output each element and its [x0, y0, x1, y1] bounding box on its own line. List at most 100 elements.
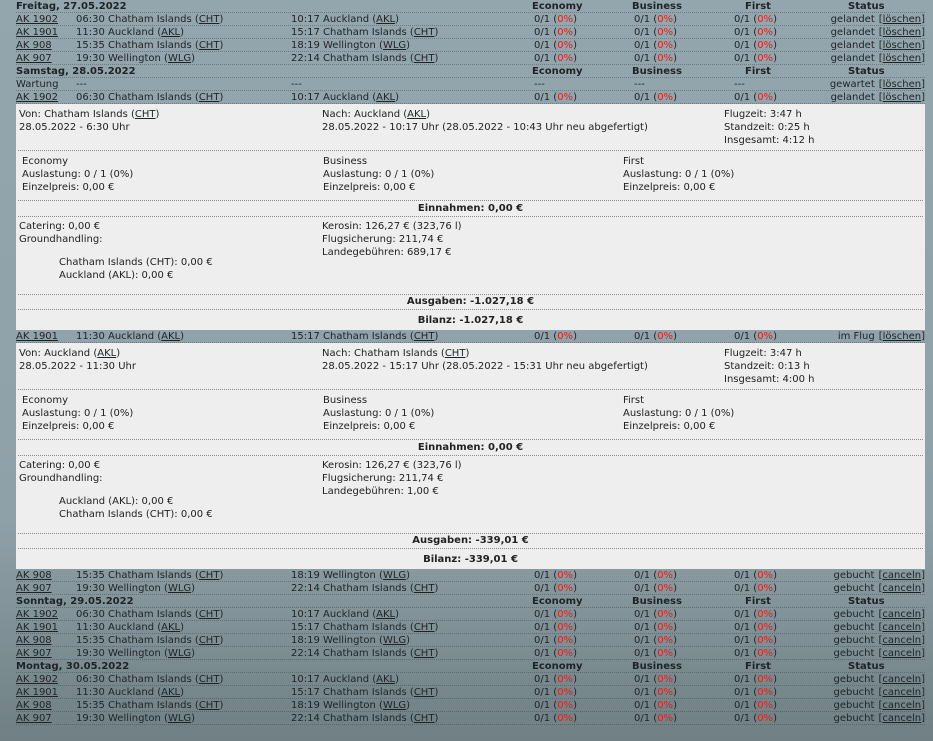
flight-number[interactable]: AK 908: [16, 700, 52, 711]
economy-pct: 0%: [557, 609, 574, 620]
status-action[interactable]: löschen: [882, 92, 922, 103]
business-pct-wrap: 0%: [650, 570, 677, 581]
status-action[interactable]: löschen: [882, 331, 922, 342]
arrival-code: AKL: [372, 609, 399, 620]
from-code[interactable]: AKL: [97, 348, 117, 359]
departure-code-link[interactable]: AKL: [161, 622, 181, 633]
action-wrap: canceln: [878, 583, 925, 594]
economy-count: 0/1: [534, 92, 551, 103]
arrival-code-link[interactable]: CHT: [413, 331, 435, 342]
departure-code-link[interactable]: AKL: [161, 27, 181, 38]
first-seats: 0/1 0%: [734, 686, 777, 699]
flight-number[interactable]: AK 1901: [16, 622, 59, 633]
first-pct-wrap: 0%: [750, 570, 777, 581]
status-text: gebucht: [833, 583, 875, 594]
flight-number[interactable]: AK 1902: [16, 609, 59, 620]
flight-row: AK 1901 11:30 Auckland AKL 15:17 Chatham I…: [0, 26, 933, 39]
flight-number[interactable]: AK 1902: [16, 14, 59, 25]
status-action[interactable]: löschen: [882, 53, 922, 64]
flight-row: AK 907 19:30 Wellington WLG 22:14 Chatham …: [0, 647, 933, 660]
status-action[interactable]: löschen: [882, 40, 922, 51]
status-action[interactable]: canceln: [882, 583, 922, 594]
flight-number[interactable]: AK 907: [16, 648, 52, 659]
arrival-code-link[interactable]: AKL: [376, 14, 396, 25]
action-wrap: canceln: [878, 622, 925, 633]
departure-code-link[interactable]: WLG: [167, 713, 192, 724]
economy-count: ---: [534, 79, 545, 90]
status-action[interactable]: canceln: [882, 713, 922, 724]
arrival-code-link[interactable]: AKL: [376, 92, 396, 103]
departure-code-link[interactable]: CHT: [198, 609, 220, 620]
status-action[interactable]: löschen: [882, 79, 922, 90]
to-code[interactable]: CHT: [444, 348, 466, 359]
departure-code-link[interactable]: AKL: [161, 331, 181, 342]
arrival-code-link[interactable]: CHT: [413, 687, 435, 698]
arrival-code-link[interactable]: CHT: [413, 583, 435, 594]
arrival-code: AKL: [372, 674, 399, 685]
arrival-code-link[interactable]: WLG: [382, 40, 407, 51]
status-action[interactable]: canceln: [882, 687, 922, 698]
economy-seats: 0/1 0%: [534, 330, 577, 343]
departure-code: CHT: [195, 609, 223, 620]
arrival-code-link[interactable]: CHT: [413, 713, 435, 724]
departure-code-link[interactable]: WLG: [167, 53, 192, 64]
departure-code-link[interactable]: AKL: [161, 687, 181, 698]
arrival-code-link[interactable]: WLG: [382, 700, 407, 711]
arrival-text: 18:19 Wellington: [291, 700, 376, 711]
departure-code-link[interactable]: CHT: [198, 40, 220, 51]
economy-pct-wrap: 0%: [550, 687, 577, 698]
business-pct: 0%: [657, 700, 674, 711]
departure-code-link[interactable]: WLG: [167, 648, 192, 659]
status-action[interactable]: canceln: [882, 609, 922, 620]
flight-number[interactable]: AK 907: [16, 583, 52, 594]
flight-number[interactable]: AK 908: [16, 40, 52, 51]
from-code[interactable]: CHT: [134, 109, 156, 120]
departure-code-link[interactable]: CHT: [198, 570, 220, 581]
flight-number[interactable]: AK 908: [16, 635, 52, 646]
departure: 06:30 Chatham Islands CHT: [76, 13, 223, 26]
flight-number[interactable]: AK 908: [16, 570, 52, 581]
status-action[interactable]: canceln: [882, 700, 922, 711]
flight-number[interactable]: AK 907: [16, 53, 52, 64]
flight-number[interactable]: AK 1901: [16, 27, 59, 38]
economy-count: 0/1: [534, 583, 551, 594]
flight-number[interactable]: AK 907: [16, 713, 52, 724]
departure-code-link[interactable]: CHT: [198, 635, 220, 646]
expenses: Ausgaben: -339,01 €: [412, 535, 529, 546]
to-code[interactable]: AKL: [407, 109, 427, 120]
status-action[interactable]: canceln: [882, 674, 922, 685]
first-pct: 0%: [757, 331, 774, 342]
first-seats: 0/1 0%: [734, 330, 777, 343]
status-action[interactable]: canceln: [882, 570, 922, 581]
arrival-code-link[interactable]: WLG: [382, 635, 407, 646]
flight-number[interactable]: AK 1902: [16, 92, 59, 103]
arrival-code-link[interactable]: CHT: [413, 53, 435, 64]
status-action[interactable]: löschen: [882, 14, 922, 25]
arrival-code-link[interactable]: CHT: [413, 648, 435, 659]
arrival-code-link[interactable]: AKL: [376, 609, 396, 620]
departure-text: 15:35 Chatham Islands: [76, 570, 192, 581]
departure-code-link[interactable]: CHT: [198, 674, 220, 685]
status-action[interactable]: canceln: [882, 635, 922, 646]
arrival-code-link[interactable]: CHT: [413, 622, 435, 633]
arrival-code: WLG: [379, 635, 410, 646]
departure-code-link[interactable]: CHT: [198, 700, 220, 711]
flight-number[interactable]: AK 1901: [16, 687, 59, 698]
status-action[interactable]: löschen: [882, 27, 922, 38]
arrival: ---: [291, 78, 302, 91]
arrival-code-link[interactable]: AKL: [376, 674, 396, 685]
arrival: 10:17 Auckland AKL: [291, 13, 399, 26]
departure-code-link[interactable]: CHT: [198, 14, 220, 25]
arrival-code-link[interactable]: WLG: [382, 570, 407, 581]
status: gebucht canceln: [834, 621, 926, 634]
flight-number[interactable]: AK 1902: [16, 674, 59, 685]
flight-number[interactable]: AK 1901: [16, 331, 59, 342]
departure-code-link[interactable]: CHT: [198, 92, 220, 103]
status-action[interactable]: canceln: [882, 648, 922, 659]
action-wrap: löschen: [879, 53, 925, 64]
departure-code-link[interactable]: WLG: [167, 583, 192, 594]
arrival-text: 18:19 Wellington: [291, 635, 376, 646]
status-action[interactable]: canceln: [882, 622, 922, 633]
arrival-code-link[interactable]: CHT: [413, 27, 435, 38]
